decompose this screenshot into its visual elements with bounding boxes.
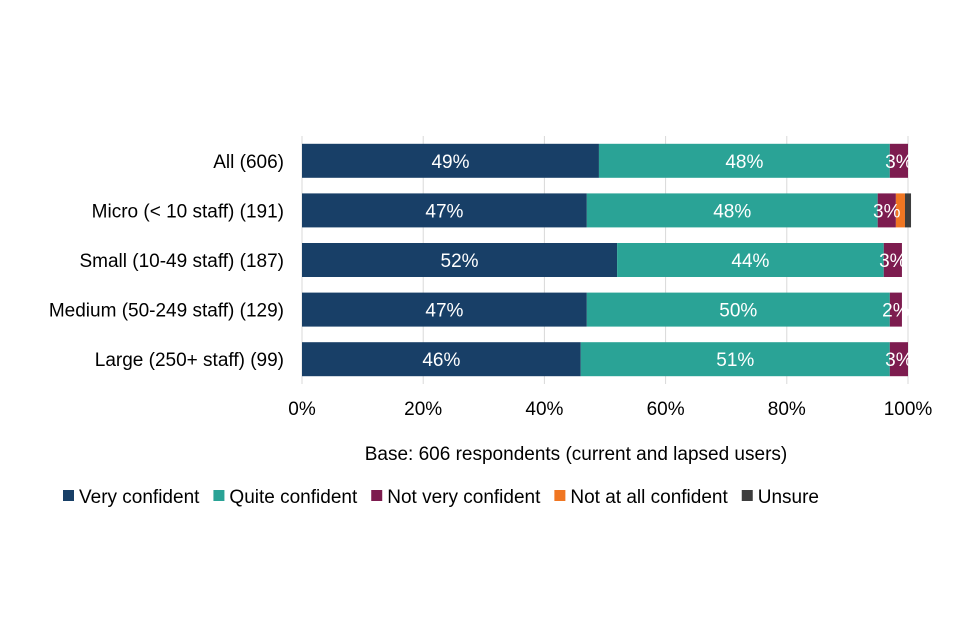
data-label: 3% <box>885 350 913 371</box>
category-label: Micro (< 10 staff) (191) <box>92 201 284 222</box>
bar-not-very-confident <box>877 193 896 228</box>
legend-item-unsure: Unsure <box>741 487 819 508</box>
data-label: 3% <box>885 152 913 173</box>
legend-swatch <box>371 490 383 501</box>
bar-very-confident <box>302 143 599 178</box>
category-label: Medium (50-249 staff) (129) <box>49 301 284 322</box>
x-tick-label: 0% <box>288 399 316 420</box>
legend-swatch <box>213 490 225 501</box>
x-tick-label: 40% <box>525 399 563 420</box>
data-label: 49% <box>431 152 469 173</box>
bar-very-confident <box>302 342 581 377</box>
legend: Very confident Quite confident Not very co… <box>63 487 819 508</box>
legend-item-not-at-all-confident: Not at all confident <box>554 487 728 508</box>
data-label: 50% <box>719 301 757 322</box>
bar-quite-confident <box>580 342 890 377</box>
data-label: 46% <box>422 350 460 371</box>
bar-not-at-all-confident <box>895 193 905 228</box>
category-label: Small (10-49 staff) (187) <box>79 251 284 272</box>
bars: 49% 48% 3% 47% 48% 3% 52% 44% 3% 47% 50% 2% 46% 51% 3% <box>302 143 913 377</box>
bar-not-very-confident <box>889 342 908 377</box>
data-label: 48% <box>713 201 751 222</box>
bar-quite-confident <box>617 243 884 277</box>
x-axis-label: Base: 606 respondents (current and lapse… <box>365 444 787 465</box>
legend-item-not-very-confident: Not very confident <box>371 487 541 508</box>
data-label: 3% <box>873 201 901 222</box>
legend-item-quite-confident: Quite confident <box>213 487 358 508</box>
category-label: All (606) <box>213 152 284 173</box>
bar-very-confident <box>302 292 587 327</box>
bar-not-very-confident <box>883 243 902 277</box>
x-axis-tick-labels: 0% 20% 40% 60% 80% 100% <box>288 399 932 420</box>
data-label: 47% <box>425 301 463 322</box>
category-labels: All (606) Micro (< 10 staff) (191) Small (… <box>49 152 284 371</box>
x-tick-label: 80% <box>768 399 806 420</box>
legend-label: Quite confident <box>229 487 358 508</box>
data-label: 3% <box>879 251 907 272</box>
x-tick-label: 100% <box>884 399 933 420</box>
bar-very-confident <box>302 193 587 228</box>
bar-unsure <box>904 193 912 228</box>
bar-very-confident <box>302 243 618 277</box>
legend-swatch <box>554 490 566 501</box>
bar-quite-confident <box>586 193 878 228</box>
bar-not-very-confident <box>889 292 902 327</box>
bar-quite-confident <box>598 143 890 178</box>
legend-swatch <box>741 490 753 501</box>
legend-swatch <box>63 490 74 501</box>
x-tick-label: 60% <box>647 399 685 420</box>
legend-item-very-confident: Very confident <box>63 487 200 508</box>
data-label: 2% <box>882 301 910 322</box>
data-label: 48% <box>725 152 763 173</box>
data-label: 51% <box>716 350 754 371</box>
x-tick-label: 20% <box>404 399 442 420</box>
legend-label: Not very confident <box>387 487 541 508</box>
data-label: 44% <box>731 251 769 272</box>
category-label: Large (250+ staff) (99) <box>95 350 284 371</box>
legend-label: Very confident <box>79 487 200 508</box>
legend-label: Not at all confident <box>570 487 728 508</box>
data-label: 52% <box>441 251 479 272</box>
bar-quite-confident <box>586 292 890 327</box>
data-label: 47% <box>425 201 463 222</box>
bar-not-very-confident <box>889 143 908 178</box>
legend-label: Unsure <box>758 487 819 508</box>
